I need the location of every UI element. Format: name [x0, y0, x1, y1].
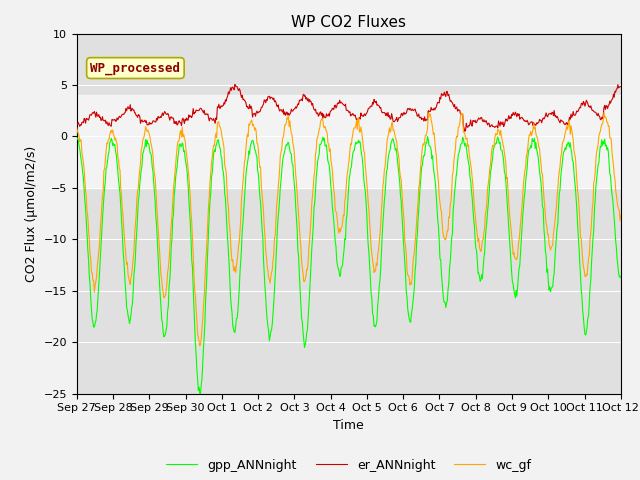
gpp_ANNnight	[424, 134, 431, 140]
er_ANNnight	[73, 121, 81, 127]
er_ANNnight	[465, 123, 472, 129]
gpp_ANNnight	[75, 142, 83, 148]
gpp_ANNnight	[196, 391, 204, 396]
er_ANNnight	[231, 82, 239, 87]
Bar	[77, 96, 621, 188]
Y-axis label: CO2 Flux (μmol/m2/s): CO2 Flux (μmol/m2/s)	[25, 145, 38, 282]
wc_gf	[600, 109, 608, 115]
er_ANNnight	[478, 115, 486, 120]
Legend: gpp_ANNnight, er_ANNnight, wc_gf: gpp_ANNnight, er_ANNnight, wc_gf	[161, 454, 536, 477]
er_ANNnight	[75, 121, 83, 127]
wc_gf	[617, 212, 625, 218]
er_ANNnight	[617, 84, 625, 89]
gpp_ANNnight	[149, 168, 157, 174]
er_ANNnight	[326, 109, 334, 115]
Line: wc_gf: wc_gf	[77, 112, 621, 346]
wc_gf	[196, 343, 204, 348]
X-axis label: Time: Time	[333, 419, 364, 432]
er_ANNnight	[149, 118, 157, 124]
wc_gf	[75, 133, 83, 139]
gpp_ANNnight	[617, 275, 625, 281]
wc_gf	[149, 152, 157, 158]
Line: er_ANNnight: er_ANNnight	[77, 84, 621, 132]
gpp_ANNnight	[73, 136, 81, 142]
gpp_ANNnight	[306, 290, 314, 296]
gpp_ANNnight	[326, 174, 334, 180]
wc_gf	[73, 125, 81, 131]
Text: WP_processed: WP_processed	[90, 61, 180, 75]
wc_gf	[464, 144, 472, 149]
gpp_ANNnight	[465, 160, 472, 166]
Title: WP CO2 Fluxes: WP CO2 Fluxes	[291, 15, 406, 30]
er_ANNnight	[461, 129, 468, 134]
Line: gpp_ANNnight: gpp_ANNnight	[77, 137, 621, 394]
er_ANNnight	[306, 96, 314, 102]
gpp_ANNnight	[478, 272, 486, 277]
wc_gf	[326, 146, 334, 152]
wc_gf	[477, 249, 484, 254]
wc_gf	[306, 237, 314, 243]
